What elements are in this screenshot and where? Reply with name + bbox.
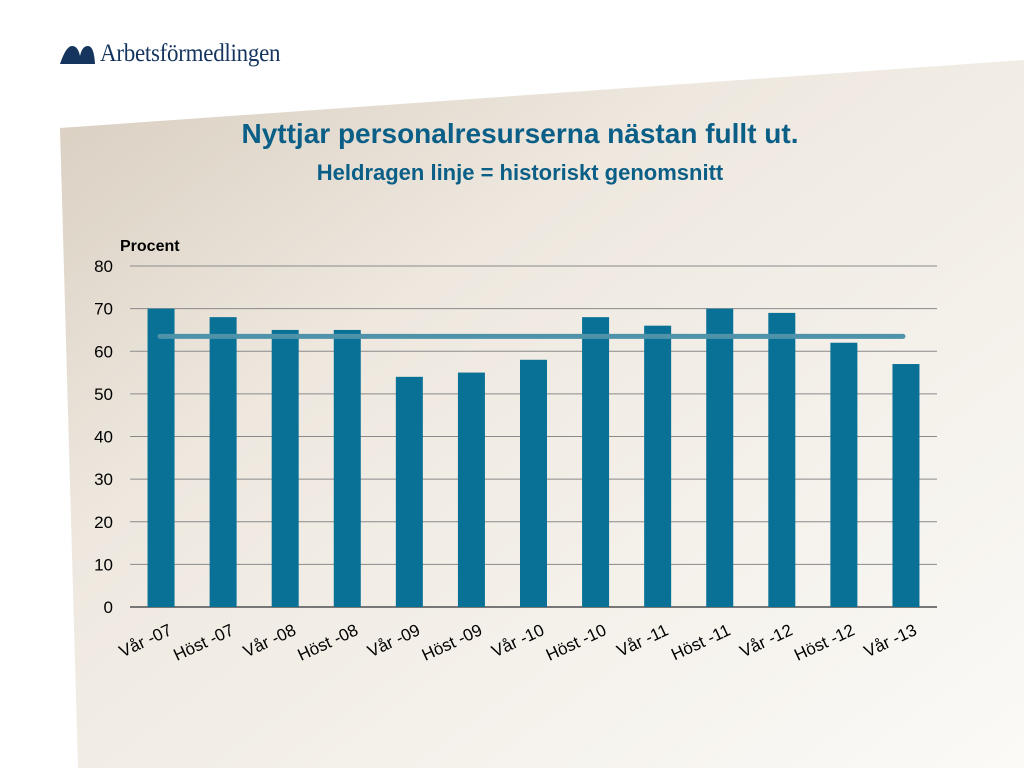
y-tick-label: 0 xyxy=(104,598,113,617)
brand-logo[interactable]: Arbetsförmedlingen xyxy=(58,38,296,70)
brand-name: Arbetsförmedlingen xyxy=(100,40,281,67)
page-title: Nyttjar personalresurserna nästan fullt … xyxy=(241,118,799,149)
x-tick-label: Höst -12 xyxy=(791,620,857,664)
bar xyxy=(644,325,672,607)
y-tick-label: 80 xyxy=(94,257,113,276)
x-tick-label: Vår -11 xyxy=(614,620,671,660)
x-tick-label: Höst -11 xyxy=(668,620,733,664)
y-tick-label: 50 xyxy=(94,385,113,404)
bar xyxy=(768,312,796,607)
y-ticks-layer: 0 10 20 30 40 50 60 70 80 xyxy=(94,257,113,617)
y-tick-label: 10 xyxy=(94,555,113,574)
x-tick-label: Höst -07 xyxy=(171,620,237,664)
x-tick-label: Vår -13 xyxy=(861,620,920,661)
y-tick-label: 40 xyxy=(94,428,113,447)
bar xyxy=(457,372,485,607)
x-tick-label: Höst -09 xyxy=(419,620,485,664)
bar xyxy=(395,376,423,607)
bar xyxy=(271,329,299,607)
y-tick-label: 60 xyxy=(94,342,113,361)
page-subtitle: Heldragen linje = historiskt genomsnitt xyxy=(316,160,724,185)
bar xyxy=(706,308,734,607)
x-tick-label: Vår -09 xyxy=(364,620,423,661)
x-tick-label: Höst -10 xyxy=(543,620,609,664)
bar xyxy=(520,359,547,607)
arbetsformedlingen-logo-icon xyxy=(60,46,95,64)
x-tick-label: Vår -10 xyxy=(489,620,548,661)
bar xyxy=(147,308,175,607)
x-tick-label: Vår -08 xyxy=(240,620,299,661)
bar xyxy=(892,364,920,607)
bar xyxy=(830,342,858,607)
y-tick-label: 70 xyxy=(94,300,113,319)
bar xyxy=(333,329,361,607)
y-axis-label: Procent xyxy=(120,238,180,255)
bar xyxy=(582,317,610,607)
y-tick-label: 30 xyxy=(94,470,113,489)
bars-layer xyxy=(147,308,920,607)
y-tick-label: 20 xyxy=(94,513,113,532)
x-tick-label: Vår -07 xyxy=(116,620,175,661)
x-tick-label: Höst -08 xyxy=(295,620,361,664)
x-tick-label: Vår -12 xyxy=(737,620,796,661)
bar xyxy=(209,317,237,607)
